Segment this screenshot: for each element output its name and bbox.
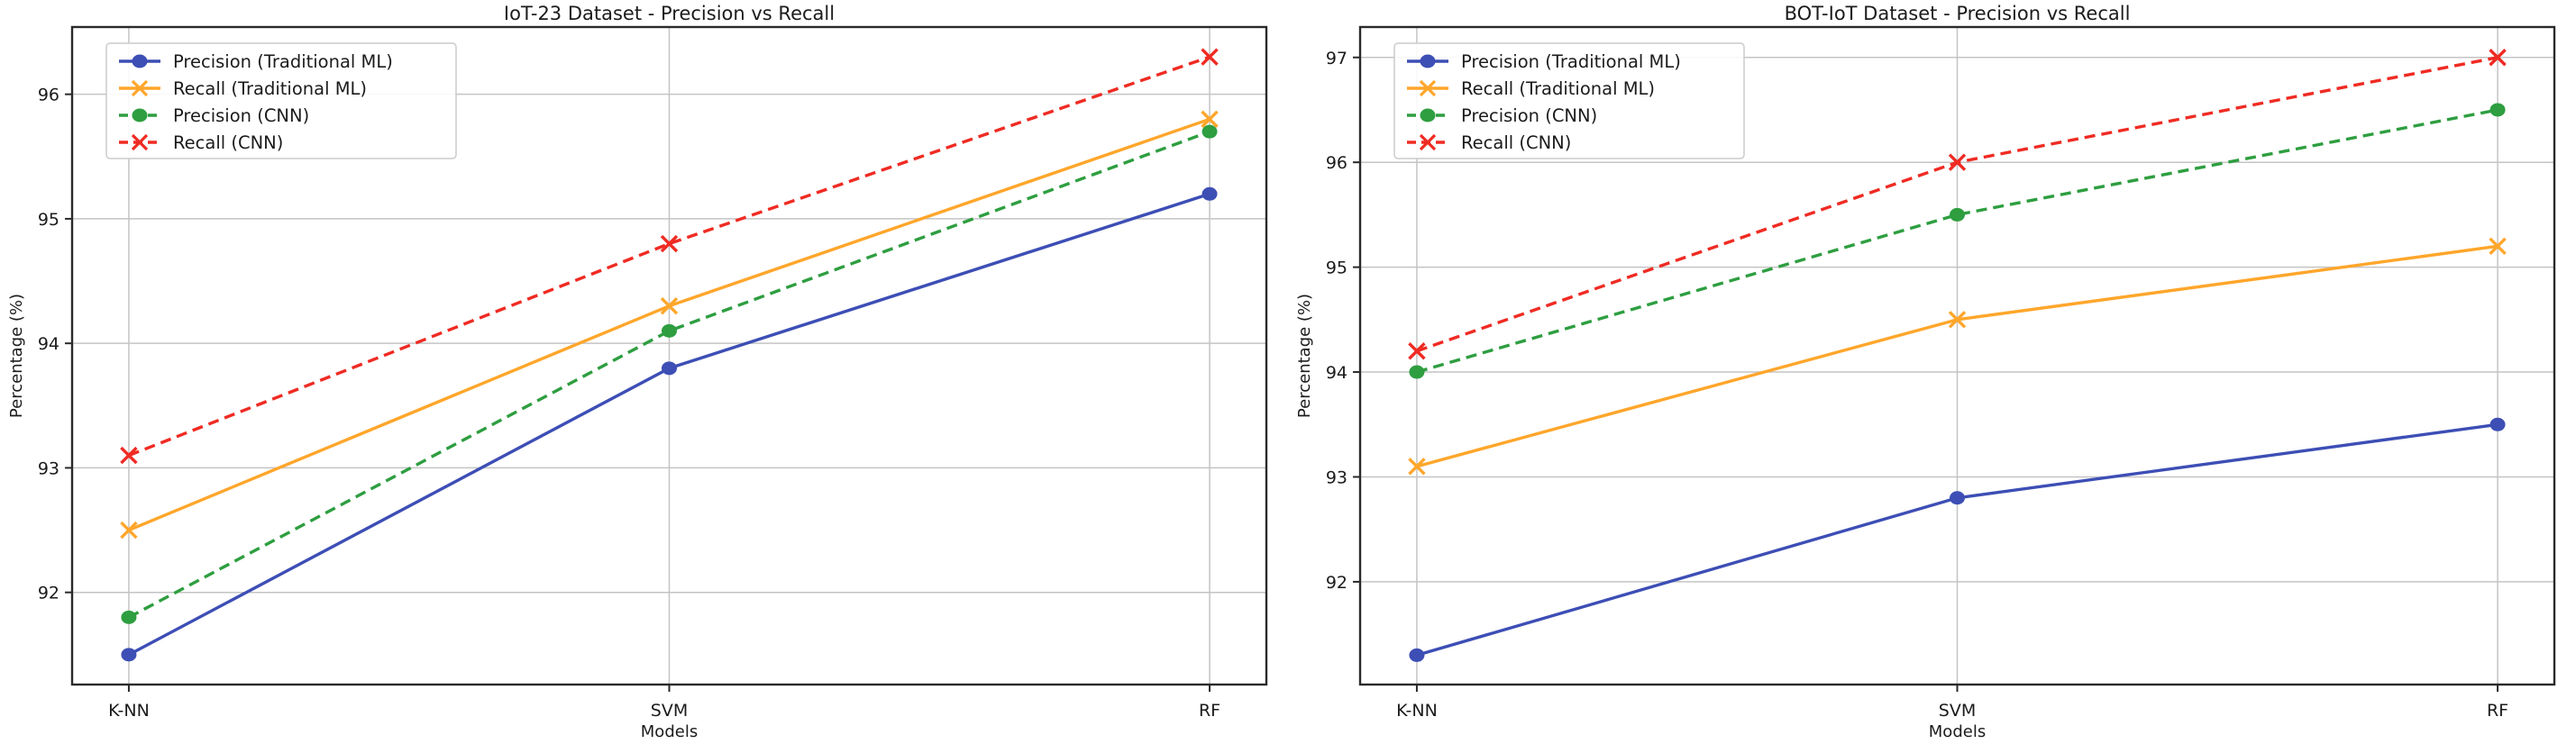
x-tick-label: K-NN [1396, 701, 1438, 721]
legend-label: Recall (Traditional ML) [173, 78, 367, 99]
grid [1360, 27, 2554, 685]
data-point-recall-cnn-rf [2489, 49, 2507, 67]
chart-title: IoT-23 Dataset - Precision vs Recall [504, 3, 835, 24]
legend-item-precision-traditional-ml: Precision (Traditional ML) [1407, 51, 1681, 72]
legend-label: Precision (Traditional ML) [1461, 51, 1681, 72]
legend-item-recall-traditional-ml: Recall (Traditional ML) [1407, 78, 1655, 99]
series-line-precision-cnn [128, 130, 1210, 619]
x-tick-label: SVM [651, 701, 688, 721]
data-point-precision-traditional-ml-k-nn [121, 648, 137, 662]
series-line-precision-cnn [1416, 108, 2498, 374]
data-point-recall-cnn-k-nn [120, 446, 138, 465]
legend: Precision (Traditional ML) Recall (Tradit… [105, 42, 457, 159]
y-axis-label: Percentage (%) [1295, 294, 1314, 418]
x-axis-label: Models [641, 722, 698, 741]
data-point-recall-cnn-k-nn [1408, 342, 1426, 360]
y-tick-label: 93 [38, 458, 59, 478]
data-point-precision-cnn-k-nn [1409, 365, 1425, 379]
legend-label: Precision (CNN) [1461, 105, 1597, 126]
legend-label: Precision (Traditional ML) [173, 51, 393, 72]
legend-label: Recall (CNN) [1461, 132, 1571, 153]
data-point-precision-traditional-ml-svm [1950, 491, 1965, 505]
data-point-precision-cnn-rf [2489, 103, 2506, 117]
legend-box [105, 42, 457, 159]
legend-item-recall-cnn: Recall (CNN) [119, 132, 283, 153]
y-tick-label: 92 [1326, 573, 1347, 593]
x-axis-label: Models [1929, 722, 1986, 741]
legend-label: Recall (Traditional ML) [1461, 78, 1655, 99]
data-point-precision-cnn-svm [662, 323, 677, 338]
data-point-precision-traditional-ml-k-nn [1409, 648, 1425, 662]
data-point-recall-cnn-rf [1201, 48, 1219, 66]
data-point-recall-traditional-ml-svm [1948, 311, 1967, 329]
series-line-recall-cnn [128, 55, 1210, 458]
iot23-chart: 92 93 94 95 96 K-NN SVM RF IoT-23 Dataset - Prec… [7, 3, 1268, 741]
y-tick-label: 94 [1326, 363, 1347, 383]
data-point-precision-traditional-ml-rf [2489, 417, 2506, 431]
data-point-recall-traditional-ml-k-nn [120, 521, 138, 540]
data-point-precision-cnn-svm [1950, 207, 1965, 222]
legend-item-recall-traditional-ml: Recall (Traditional ML) [119, 78, 367, 99]
x-tick-label: K-NN [108, 701, 150, 721]
x-tick-label: SVM [1939, 701, 1976, 721]
data-point-recall-traditional-ml-k-nn [1408, 458, 1426, 476]
legend-marker [1419, 133, 1437, 151]
legend-item-precision-traditional-ml: Precision (Traditional ML) [119, 51, 393, 72]
data-point-precision-traditional-ml-rf [1201, 186, 1218, 201]
y-tick-label: 93 [1326, 467, 1347, 487]
y-tick-label: 95 [1326, 259, 1347, 278]
y-tick-label: 92 [38, 584, 59, 603]
x-tick-label: RF [1199, 701, 1220, 721]
y-tick-label: 96 [1326, 153, 1347, 173]
legend-item-precision-cnn: Precision (CNN) [119, 105, 309, 126]
y-tick-label: 96 [38, 86, 59, 105]
y-tick-label: 94 [38, 334, 59, 354]
legend-item-recall-cnn: Recall (CNN) [1407, 132, 1571, 153]
legend-marker [132, 54, 148, 68]
legend-marker [131, 133, 149, 151]
legend-marker [131, 79, 149, 97]
legend-label: Recall (CNN) [173, 132, 283, 153]
y-axis-label: Percentage (%) [7, 294, 26, 418]
data-point-precision-traditional-ml-svm [662, 361, 677, 376]
data-point-recall-traditional-ml-rf [2489, 237, 2507, 256]
ticks [1353, 56, 2499, 692]
legend-marker [1419, 79, 1437, 97]
legend-box [1393, 42, 1745, 159]
iot23-chart-svg: 92 93 94 95 96 K-NN SVM RF IoT-23 Dataset - Prec… [7, 3, 1268, 741]
data-point-precision-cnn-k-nn [121, 610, 137, 624]
legend-marker [1420, 54, 1436, 68]
data-point-precision-cnn-rf [1201, 124, 1218, 139]
data-point-recall-traditional-ml-rf [1201, 110, 1219, 129]
y-tick-label: 95 [38, 210, 59, 230]
data-point-recall-cnn-svm [660, 234, 679, 253]
chart-title: BOT-IoT Dataset - Precision vs Recall [1785, 3, 2131, 24]
botiot-chart-svg: 92 93 94 95 96 97 K-NN SVM RF BOT-IoT Dataset - P… [1288, 0, 2576, 744]
x-tick-label: RF [2487, 701, 2508, 721]
legend-label: Precision (CNN) [173, 105, 309, 126]
legend: Precision (Traditional ML) Recall (Tradit… [1393, 42, 1745, 159]
data-point-recall-traditional-ml-svm [660, 296, 679, 315]
legend-item-precision-cnn: Precision (CNN) [1407, 105, 1597, 126]
legend-marker [132, 108, 148, 122]
y-tick-label: 97 [1326, 49, 1347, 68]
ticks [65, 93, 1211, 692]
data-point-recall-cnn-svm [1948, 153, 1967, 171]
legend-marker [1420, 108, 1436, 122]
botiot-chart: 92 93 94 95 96 97 K-NN SVM RF BOT-IoT Dataset - P… [1288, 0, 2576, 744]
